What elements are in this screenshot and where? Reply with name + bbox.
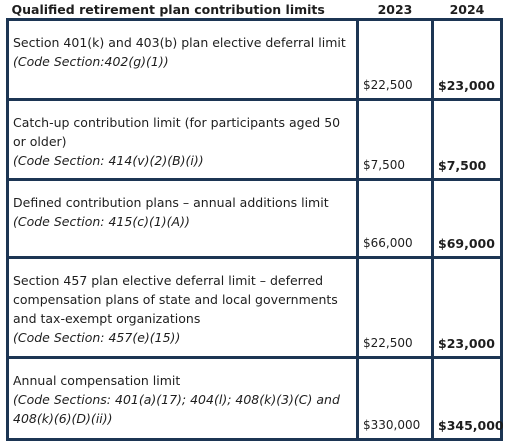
table-row: Section 457 plan elective deferral limit… bbox=[6, 256, 503, 359]
header-2023: 2023 bbox=[357, 0, 433, 21]
limits-table: Qualified retirement plan contribution l… bbox=[6, 0, 504, 441]
description: Section 401(k) and 403(b) plan elective … bbox=[13, 35, 346, 50]
code-section: (Code Section:402(g)(1)) bbox=[13, 54, 169, 69]
code-section: (Code Section: 415(c)(1)(A)) bbox=[13, 214, 190, 229]
code-section: (Code Section: 457(e)(15)) bbox=[13, 330, 181, 345]
header-title: Qualified retirement plan contribution l… bbox=[7, 0, 358, 21]
header-row: Qualified retirement plan contribution l… bbox=[7, 0, 502, 21]
limit-2023: $22,500 bbox=[356, 18, 434, 101]
code-section: (Code Sections: 401(a)(17); 404(l); 408(… bbox=[13, 392, 340, 426]
limit-2024: $23,000 bbox=[431, 18, 503, 101]
description: Annual compensation limit bbox=[13, 373, 181, 388]
limit-2023: $7,500 bbox=[356, 98, 434, 181]
description-cell: Section 401(k) and 403(b) plan elective … bbox=[6, 18, 359, 101]
description-cell: Catch-up contribution limit (for partici… bbox=[6, 98, 359, 181]
limit-2023: $330,000 bbox=[356, 356, 434, 441]
description: Catch-up contribution limit (for partici… bbox=[13, 115, 341, 149]
limit-2024: $23,000 bbox=[431, 256, 503, 359]
table-row: Catch-up contribution limit (for partici… bbox=[6, 98, 503, 181]
table-row: Defined contribution plans – annual addi… bbox=[6, 178, 503, 259]
code-section: (Code Section: 414(v)(2)(B)(i)) bbox=[13, 153, 204, 168]
description: Section 457 plan elective deferral limit… bbox=[13, 273, 338, 326]
limit-2024: $69,000 bbox=[431, 178, 503, 259]
description-cell: Section 457 plan elective deferral limit… bbox=[6, 256, 359, 359]
limit-2024: $345,000 bbox=[431, 356, 504, 441]
limit-2024: $7,500 bbox=[431, 98, 503, 181]
description-cell: Annual compensation limit (Code Sections:… bbox=[6, 356, 359, 441]
limit-2023: $66,000 bbox=[356, 178, 434, 259]
header-2024: 2024 bbox=[432, 0, 502, 21]
table-row: Section 401(k) and 403(b) plan elective … bbox=[6, 18, 503, 101]
description: Defined contribution plans – annual addi… bbox=[13, 195, 329, 210]
limit-2023: $22,500 bbox=[356, 256, 434, 359]
description-cell: Defined contribution plans – annual addi… bbox=[6, 178, 359, 259]
table-row: Annual compensation limit (Code Sections:… bbox=[6, 356, 504, 441]
table-body: Section 401(k) and 403(b) plan elective … bbox=[6, 18, 504, 441]
